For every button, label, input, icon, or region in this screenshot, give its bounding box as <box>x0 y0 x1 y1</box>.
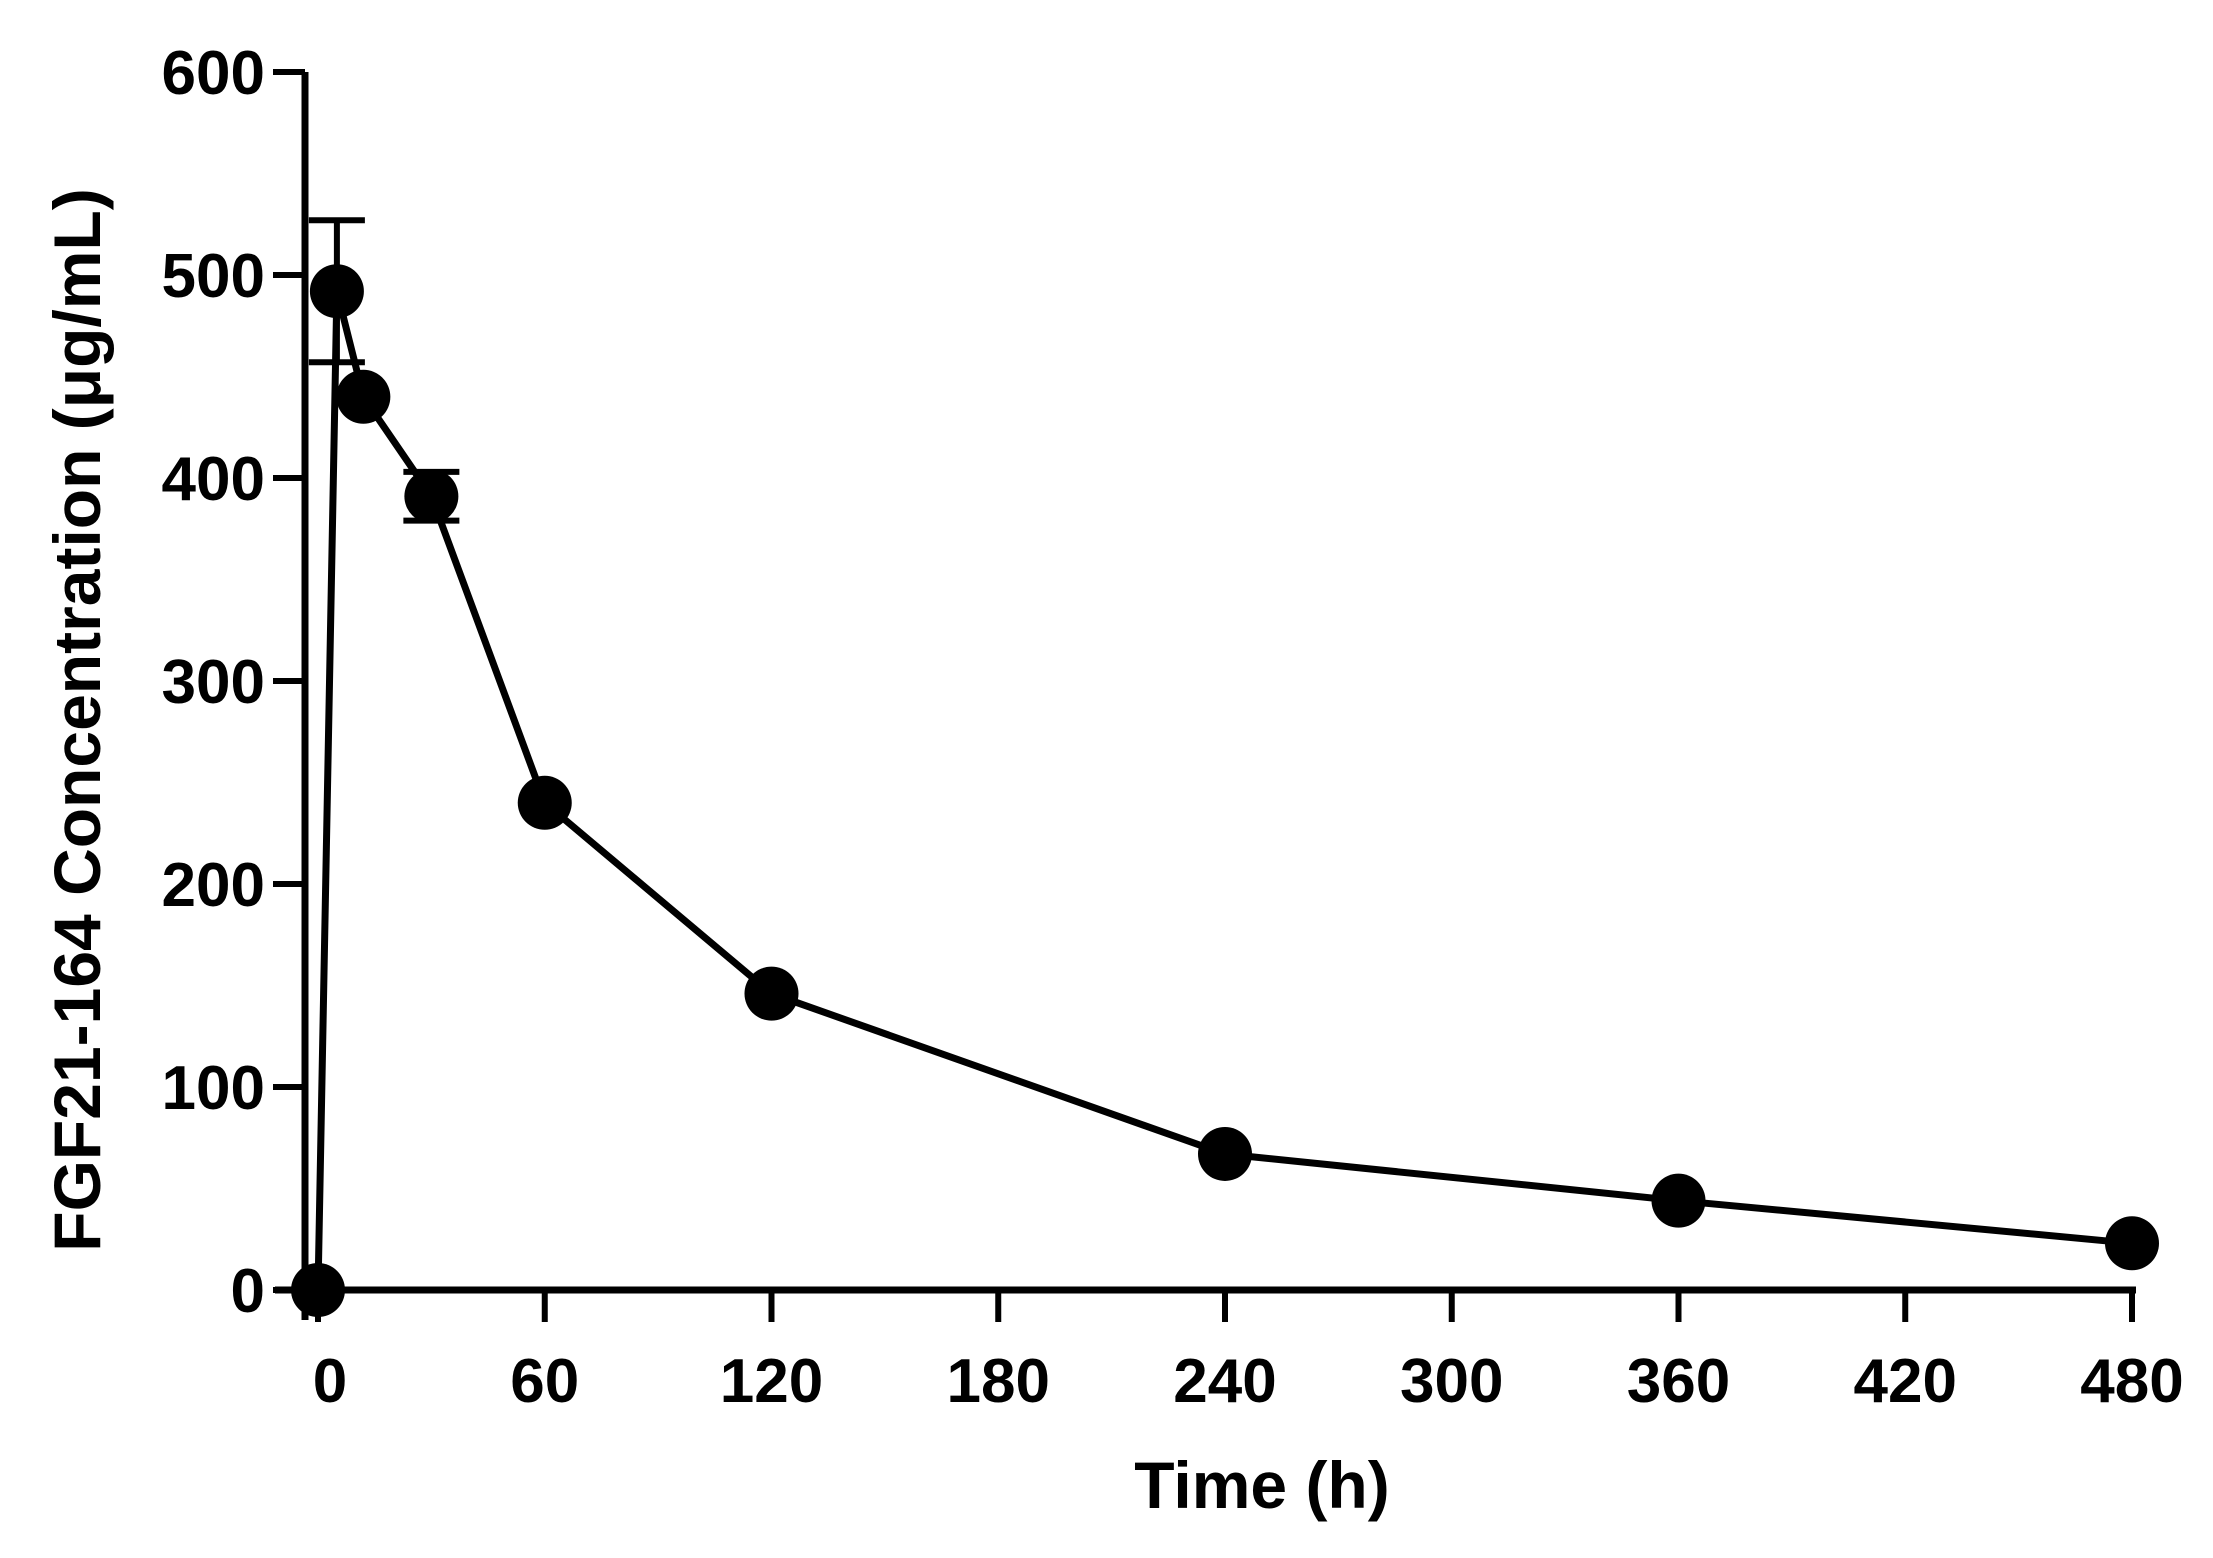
data-point <box>2105 1216 2159 1271</box>
y-axis-title: FGF21-164 Concentration (μg/mL) <box>40 188 114 1251</box>
x-tick-label: 180 <box>947 1347 1050 1416</box>
y-tick-label: 100 <box>162 1054 265 1123</box>
x-tick-label: 300 <box>1400 1347 1503 1416</box>
y-tick-label: 600 <box>162 39 265 108</box>
data-point <box>744 966 799 1021</box>
y-tick-label: 300 <box>162 648 265 717</box>
x-tick-label: 120 <box>720 1347 823 1416</box>
x-tick-label: 240 <box>1173 1347 1276 1416</box>
y-ticks: 0 100 200 300 400 500 600 <box>162 39 305 1326</box>
y-tick-label: 0 <box>231 1257 265 1326</box>
data-point <box>404 469 459 524</box>
x-tick-label: 60 <box>510 1347 579 1416</box>
x-tick-label: 480 <box>2080 1347 2183 1416</box>
data-point <box>309 264 364 319</box>
data-point <box>1198 1126 1252 1181</box>
series-group <box>291 217 2159 1317</box>
axes <box>275 72 2136 1320</box>
x-axis-title: Time (h) <box>1134 1448 1389 1522</box>
y-tick-label: 200 <box>162 851 265 920</box>
x-tick-label: 360 <box>1627 1347 1730 1416</box>
x-ticks: 0 60 120 180 240 300 360 420 480 <box>313 1290 2184 1416</box>
data-point <box>291 1263 345 1317</box>
data-point <box>336 369 391 424</box>
x-tick-label: 0 <box>313 1347 347 1416</box>
data-point <box>1651 1173 1706 1228</box>
y-tick-label: 500 <box>162 242 265 311</box>
y-tick-label: 400 <box>162 445 265 514</box>
x-tick-label: 420 <box>1854 1347 1957 1416</box>
data-point <box>517 775 572 830</box>
